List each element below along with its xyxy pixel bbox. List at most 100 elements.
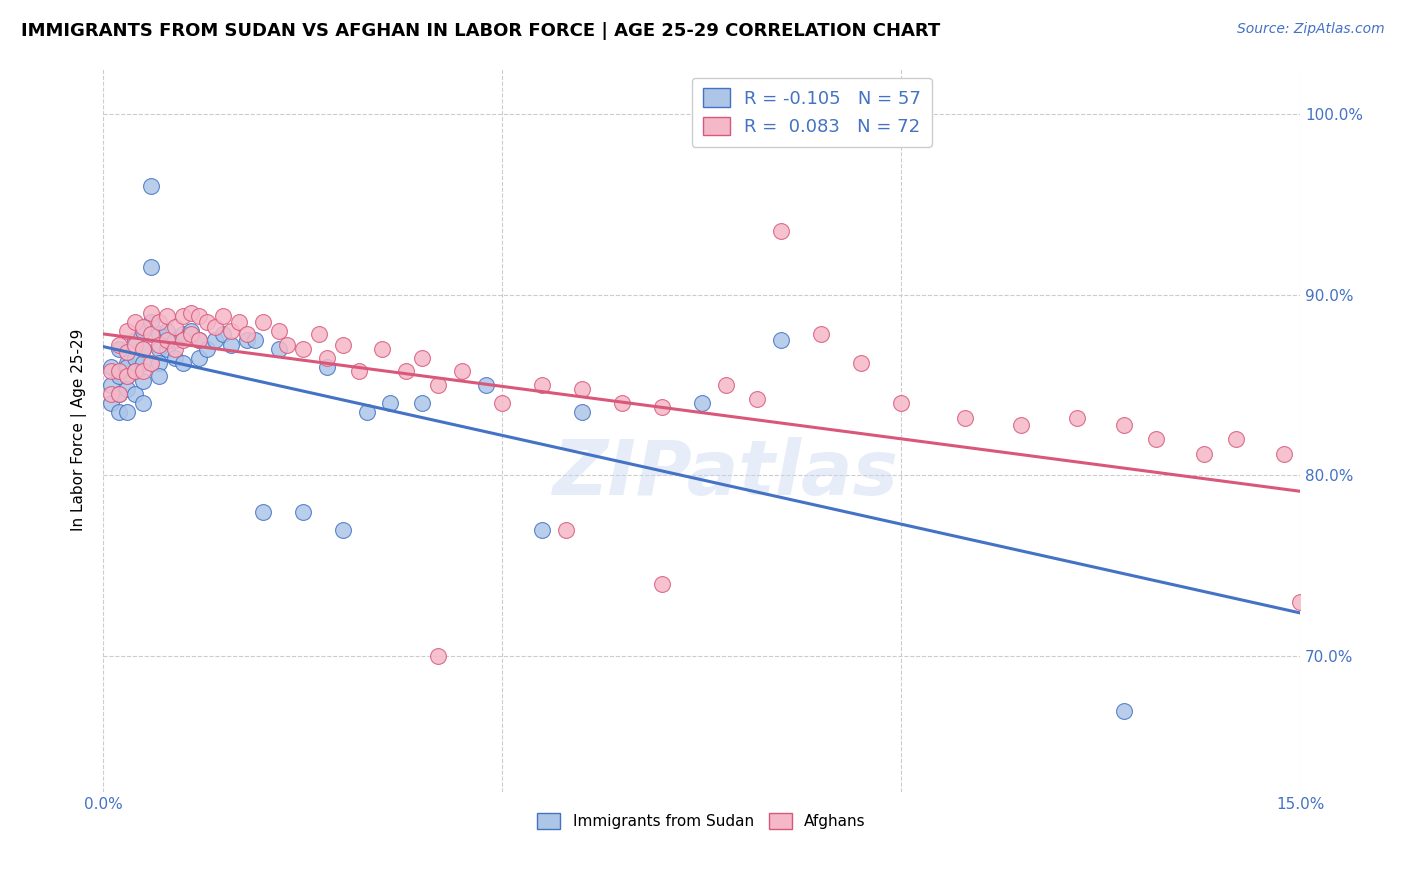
Point: [1144, 432, 1167, 446]
Point: [124, 338, 146, 352]
Point: [132, 324, 155, 338]
Point: [180, 306, 202, 320]
Point: [531, 523, 554, 537]
Point: [124, 363, 146, 377]
Point: [100, 387, 122, 401]
Point: [108, 387, 131, 401]
Point: [1114, 417, 1136, 432]
Point: [451, 363, 474, 377]
Point: [115, 405, 138, 419]
Point: [195, 342, 218, 356]
Point: [571, 382, 593, 396]
Point: [132, 342, 155, 356]
Point: [219, 324, 242, 338]
Point: [132, 320, 155, 334]
Point: [219, 338, 242, 352]
Text: IMMIGRANTS FROM SUDAN VS AFGHAN IN LABOR FORCE | AGE 25-29 CORRELATION CHART: IMMIGRANTS FROM SUDAN VS AFGHAN IN LABOR…: [21, 22, 941, 40]
Point: [108, 342, 131, 356]
Point: [148, 356, 170, 370]
Point: [139, 315, 162, 329]
Point: [108, 387, 131, 401]
Point: [315, 351, 337, 365]
Point: [651, 577, 673, 591]
Point: [188, 310, 211, 324]
Point: [115, 369, 138, 384]
Point: [212, 327, 235, 342]
Point: [100, 359, 122, 374]
Point: [851, 356, 873, 370]
Point: [115, 324, 138, 338]
Point: [714, 378, 737, 392]
Legend: Immigrants from Sudan, Afghans: Immigrants from Sudan, Afghans: [531, 806, 872, 835]
Point: [124, 315, 146, 329]
Point: [243, 333, 266, 347]
Point: [100, 363, 122, 377]
Point: [1289, 595, 1312, 609]
Point: [380, 396, 402, 410]
Point: [163, 333, 186, 347]
Point: [115, 382, 138, 396]
Point: [172, 327, 194, 342]
Point: [195, 315, 218, 329]
Point: [371, 342, 394, 356]
Point: [148, 369, 170, 384]
Point: [132, 396, 155, 410]
Point: [953, 410, 976, 425]
Point: [308, 327, 330, 342]
Point: [276, 338, 298, 352]
Point: [747, 392, 769, 407]
Point: [475, 378, 498, 392]
Point: [212, 310, 235, 324]
Point: [356, 405, 378, 419]
Point: [124, 387, 146, 401]
Point: [427, 649, 450, 664]
Point: [1066, 410, 1088, 425]
Point: [427, 378, 450, 392]
Point: [115, 345, 138, 359]
Point: [531, 378, 554, 392]
Point: [252, 315, 274, 329]
Point: [315, 359, 337, 374]
Point: [332, 338, 354, 352]
Point: [1114, 704, 1136, 718]
Point: [108, 363, 131, 377]
Point: [100, 396, 122, 410]
Point: [108, 369, 131, 384]
Point: [228, 315, 250, 329]
Point: [610, 396, 633, 410]
Point: [347, 363, 370, 377]
Point: [1225, 432, 1247, 446]
Point: [124, 363, 146, 377]
Point: [1272, 447, 1295, 461]
Point: [139, 327, 162, 342]
Point: [555, 523, 578, 537]
Point: [332, 523, 354, 537]
Point: [236, 333, 259, 347]
Point: [163, 342, 186, 356]
Point: [139, 356, 162, 370]
Point: [148, 342, 170, 356]
Point: [139, 179, 162, 194]
Point: [148, 327, 170, 342]
Point: [148, 338, 170, 352]
Point: [172, 333, 194, 347]
Point: [132, 356, 155, 370]
Point: [180, 327, 202, 342]
Point: [491, 396, 513, 410]
Point: [810, 327, 832, 342]
Point: [156, 324, 179, 338]
Point: [115, 356, 138, 370]
Point: [291, 505, 314, 519]
Point: [132, 342, 155, 356]
Point: [411, 396, 433, 410]
Point: [188, 333, 211, 347]
Point: [267, 324, 290, 338]
Point: [571, 405, 593, 419]
Point: [204, 333, 226, 347]
Point: [770, 224, 793, 238]
Point: [204, 320, 226, 334]
Point: [172, 310, 194, 324]
Point: [411, 351, 433, 365]
Point: [395, 363, 418, 377]
Point: [163, 320, 186, 334]
